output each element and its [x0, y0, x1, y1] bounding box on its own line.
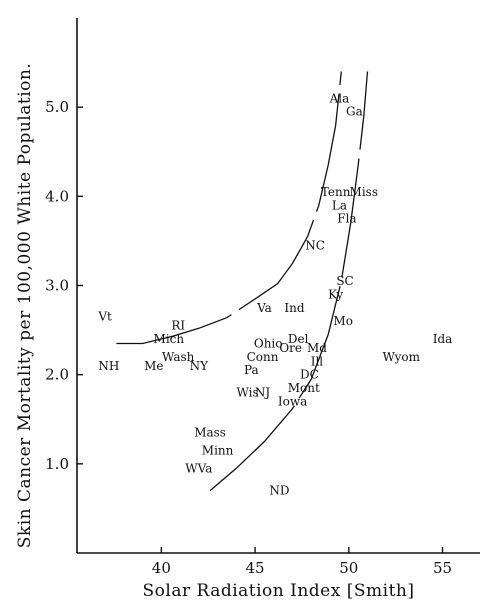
trend-curves — [116, 71, 369, 492]
point-label-wash: Wash — [162, 350, 195, 364]
point-label-ore: Ore — [279, 341, 302, 355]
axes: 40 45 50 55 1.0 2.0 3.0 4.0 5.0 — [45, 18, 480, 577]
trend-curve-1 — [116, 71, 342, 345]
point-label-wva: WVa — [185, 461, 212, 475]
point-label-nj: NJ — [255, 386, 271, 400]
point-label-md: Md — [307, 341, 327, 355]
point-label-ny: NY — [190, 359, 210, 373]
point-label-mich: Mich — [154, 332, 185, 346]
point-label-nc: NC — [305, 238, 325, 252]
y-axis-title: Skin Cancer Mortality per 100,000 White … — [15, 63, 35, 548]
point-label-la: La — [332, 198, 347, 212]
point-label-minn: Minn — [202, 443, 234, 457]
point-label-vt: Vt — [97, 310, 112, 324]
point-label-mont: Mont — [288, 381, 320, 395]
point-label-ga: Ga — [346, 105, 363, 119]
trend-curve-2 — [209, 71, 369, 492]
point-label-ky: Ky — [328, 287, 343, 301]
point-label-wis: Wis — [237, 386, 259, 400]
point-label-conn: Conn — [247, 350, 279, 364]
point-label-sc: SC — [336, 274, 353, 288]
point-label-ill: Ill — [311, 354, 324, 368]
x-tick-label: 55 — [433, 559, 452, 577]
point-label-mass: Mass — [194, 426, 226, 440]
y-tick-label: 5.0 — [45, 98, 69, 116]
point-label-ri: RI — [171, 319, 185, 333]
point-label-ind: Ind — [284, 301, 304, 315]
point-label-nh: NH — [98, 359, 119, 373]
point-label-nd: ND — [269, 484, 289, 498]
point-label-ala: Ala — [329, 91, 350, 105]
point-label-va: Va — [256, 301, 272, 315]
point-label-iowa: Iowa — [278, 394, 307, 408]
x-axis-title: Solar Radiation Index [Smith] — [143, 581, 415, 601]
y-tick-label: 3.0 — [45, 277, 69, 295]
point-label-fla: Fla — [337, 212, 356, 226]
point-label-dc: DC — [300, 368, 319, 382]
point-label-miss: Miss — [350, 185, 378, 199]
point-label-ohio: Ohio — [254, 336, 283, 350]
point-label-pa: Pa — [244, 363, 259, 377]
x-tick-label: 50 — [339, 559, 358, 577]
point-label-del: Del — [288, 332, 309, 346]
x-tick-label: 40 — [152, 559, 171, 577]
point-label-me: Me — [144, 359, 163, 373]
y-tick-label: 1.0 — [45, 455, 69, 473]
point-label-mo: Mo — [333, 314, 353, 328]
y-tick-label: 4.0 — [45, 187, 69, 205]
y-tick-label: 2.0 — [45, 366, 69, 384]
point-label-ida: Ida — [433, 332, 453, 346]
point-label-wyom: Wyom — [383, 350, 421, 364]
x-tick-label: 45 — [246, 559, 265, 577]
point-label-tenn: Tenn — [321, 185, 351, 199]
